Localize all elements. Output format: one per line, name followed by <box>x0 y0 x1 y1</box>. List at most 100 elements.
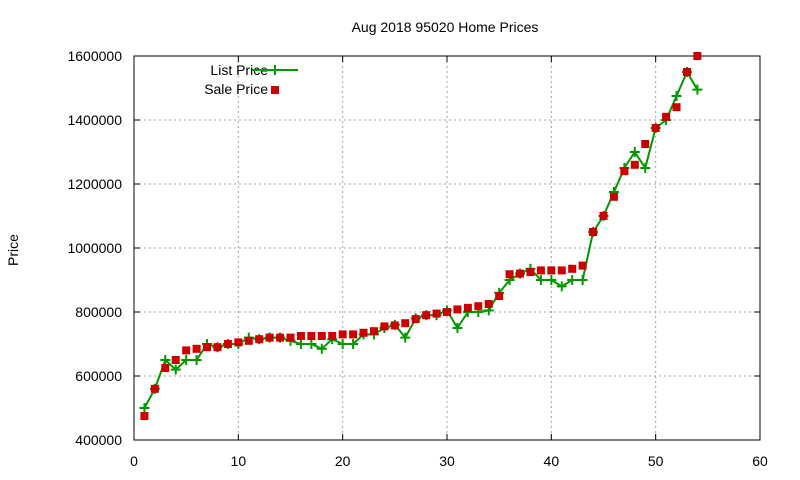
list-price-point <box>671 91 682 101</box>
grid <box>134 56 760 440</box>
sale-price-point <box>338 330 347 339</box>
sale-price-point <box>276 333 285 342</box>
sale-price-point <box>192 344 201 353</box>
sale-price-point <box>296 332 305 340</box>
list-price-point <box>629 147 640 157</box>
y-tick-label: 1000000 <box>67 240 122 256</box>
x-tick-label: 20 <box>335 453 351 469</box>
x-tick-label: 50 <box>648 453 664 469</box>
sale-price-point <box>359 328 368 337</box>
legend-marker <box>271 86 279 94</box>
legend-sample-list-price <box>252 65 298 75</box>
sale-price-point <box>432 309 441 318</box>
sale-price-point <box>578 261 587 270</box>
sale-price-point <box>453 305 462 314</box>
list-price-point <box>191 355 202 365</box>
list-price-point <box>567 275 578 285</box>
sale-price-point <box>443 308 451 316</box>
list-price-point <box>295 339 306 349</box>
list-price-line <box>143 69 699 409</box>
list-price-point <box>400 332 411 343</box>
x-tick-label: 60 <box>752 453 768 469</box>
sale-price-point <box>390 321 399 330</box>
sale-price-point <box>693 52 702 60</box>
list-price-point <box>170 364 181 375</box>
list-price-point <box>316 343 327 354</box>
sale-price-point <box>401 319 410 328</box>
sale-price-point <box>641 140 650 148</box>
y-tick-label: 800000 <box>75 304 122 320</box>
sale-price-point <box>474 302 483 311</box>
sale-price-point <box>234 338 243 347</box>
sale-price-point <box>589 228 598 236</box>
list-price-point <box>556 281 567 292</box>
sale-price-point <box>609 192 618 201</box>
legend-marker <box>270 65 280 75</box>
sale-price-point <box>662 112 671 121</box>
sale-price-point <box>265 333 274 342</box>
list-price-point <box>139 403 150 413</box>
sale-price-point <box>171 356 180 364</box>
sale-price-point <box>526 268 535 276</box>
y-tick-label: 400000 <box>75 432 122 448</box>
sale-price-point <box>422 311 431 320</box>
series-list-price <box>139 67 703 413</box>
sale-price-point <box>557 266 566 275</box>
sale-price-point <box>150 384 159 393</box>
y-tick-label: 600000 <box>75 368 122 384</box>
sale-price-point <box>651 124 660 132</box>
axis-ticks: 0 10 20 30 40 50 60 400000 600000 800000 1000000 12… <box>67 48 768 469</box>
chart-title: Aug 2018 95020 Home Prices <box>352 19 539 35</box>
list-price-point <box>640 163 651 173</box>
sale-price-point <box>213 343 222 352</box>
sale-price-point <box>536 266 545 275</box>
y-tick-label: 1200000 <box>67 176 122 192</box>
sale-price-point <box>182 346 191 355</box>
list-price-point <box>306 339 317 349</box>
list-price-point <box>535 275 546 285</box>
sale-price-point <box>463 303 472 312</box>
x-tick-label: 40 <box>544 453 560 469</box>
sale-price-point <box>286 333 295 342</box>
sale-price-point <box>599 212 608 220</box>
x-tick-label: 30 <box>439 453 455 469</box>
sale-price-point <box>505 270 514 279</box>
sale-price-point <box>495 292 504 300</box>
plot-frame <box>133 55 761 441</box>
sale-price-point <box>620 167 629 176</box>
list-price-point <box>577 275 588 285</box>
x-tick-label: 0 <box>130 453 138 469</box>
list-price-point <box>348 339 359 349</box>
series-sale-price <box>140 52 702 420</box>
x-tick-label: 10 <box>231 453 247 469</box>
sale-price-point <box>349 330 358 339</box>
sale-price-point <box>317 332 326 340</box>
sale-price-point <box>630 160 639 169</box>
legend-label-list-price: List Price <box>210 62 268 78</box>
sale-price-point <box>547 266 556 275</box>
sale-price-point <box>223 340 232 348</box>
list-price-point <box>181 355 192 365</box>
sale-price-point <box>369 327 378 336</box>
sale-price-point <box>161 364 170 372</box>
sale-price-point <box>380 322 389 331</box>
legend: List Price Sale Price <box>204 62 298 97</box>
sale-price-point <box>307 332 316 340</box>
sale-price-point <box>484 300 493 308</box>
y-tick-label: 1600000 <box>67 48 122 64</box>
y-axis-label: Price <box>5 234 21 266</box>
legend-label-sale-price: Sale Price <box>204 81 268 97</box>
sale-price-point <box>411 315 420 324</box>
list-price-point <box>452 323 463 333</box>
list-price-point <box>337 339 348 349</box>
list-price-point <box>160 355 171 365</box>
sale-price-point <box>672 103 681 112</box>
sale-price-point <box>568 264 577 273</box>
list-price-point <box>546 275 557 285</box>
list-price-point <box>692 84 703 95</box>
sale-price-point <box>516 269 525 278</box>
sale-price-point <box>140 412 149 420</box>
y-tick-label: 1400000 <box>67 112 122 128</box>
sale-price-point <box>328 332 337 340</box>
